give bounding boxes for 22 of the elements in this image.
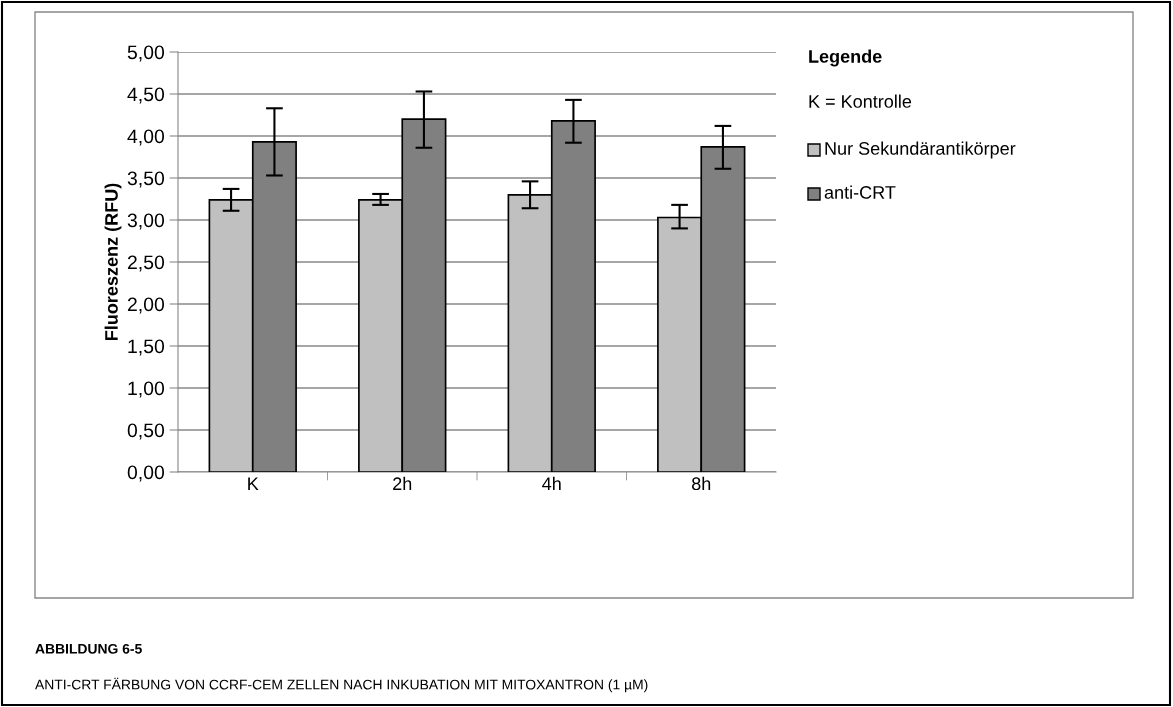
legend-label: anti-CRT bbox=[824, 185, 896, 199]
y-tick-label: 0,00 bbox=[127, 465, 165, 482]
x-tick-label: 2h bbox=[393, 476, 412, 490]
x-tick-label: 8h bbox=[691, 476, 711, 491]
text: K = Kontrolle bbox=[809, 94, 912, 108]
y-tick-label: 3,00 bbox=[127, 213, 165, 230]
text: ABBILDUNG 6-5 bbox=[35, 643, 142, 654]
y-tick-label: 2,00 bbox=[127, 297, 165, 314]
text: ANTI-CRT FÄRBUNG VON CCRF-CEM ZELLEN NACH INKUBATION MIT MITOXANTRON (1 µM) bbox=[35, 677, 648, 693]
y-tick-label: 4,00 bbox=[127, 129, 165, 146]
x-tick-label: 4h bbox=[542, 476, 561, 490]
y-tick-label: 0,50 bbox=[127, 423, 165, 440]
x-tick-label: K bbox=[248, 477, 259, 490]
legend-label: Nur Sekundärantikörper bbox=[825, 141, 1016, 159]
y-tick-label: 2,50 bbox=[127, 255, 165, 272]
y-tick-label: 4,50 bbox=[127, 87, 165, 104]
y-axis-title: Fluoreszenz (RFU) bbox=[104, 183, 122, 341]
legend-title: Legende bbox=[809, 49, 882, 67]
y-tick-label: 3,50 bbox=[127, 171, 165, 188]
y-tick-label: 1,50 bbox=[128, 339, 165, 356]
y-tick-label: 5,00 bbox=[127, 45, 165, 62]
y-tick-label: 1,00 bbox=[128, 381, 165, 398]
